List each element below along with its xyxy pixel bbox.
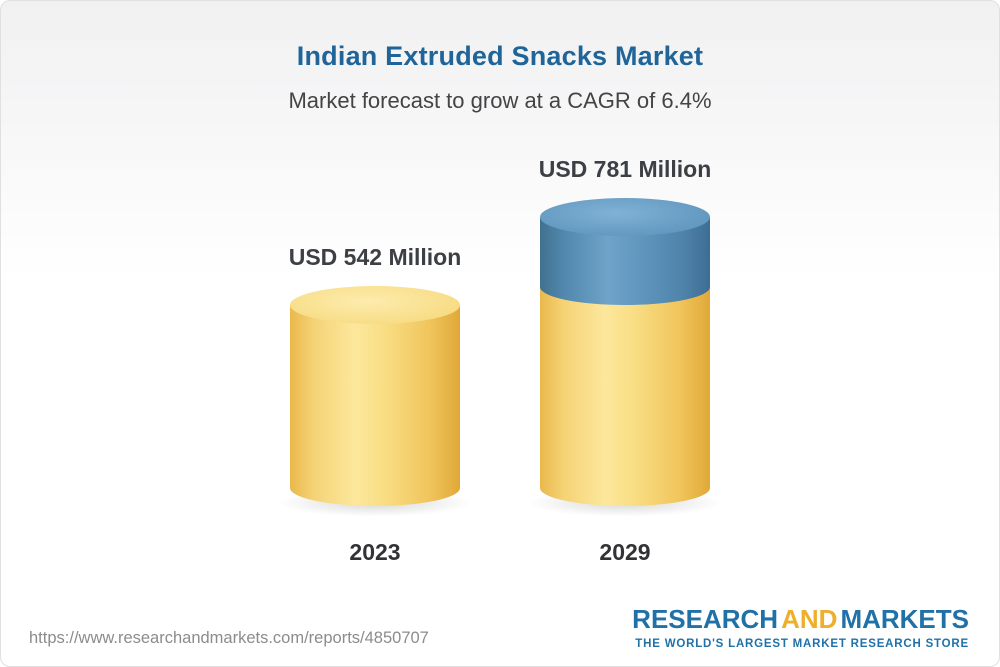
logo-word-markets: MARKETS: [840, 604, 969, 634]
header: Indian Extruded Snacks Market Market for…: [1, 1, 999, 114]
year-label-2029: 2029: [599, 539, 651, 565]
page-title: Indian Extruded Snacks Market: [296, 41, 704, 71]
cylinder-top-2023: [290, 286, 460, 325]
logo-tagline: THE WORLD'S LARGEST MARKET RESEARCH STOR…: [635, 638, 969, 650]
year-label-2023: 2023: [349, 539, 401, 565]
value-label-2029: USD 781 Million: [538, 156, 712, 183]
page-subtitle: Market forecast to grow at a CAGR of 6.4…: [288, 88, 712, 113]
report-url-link[interactable]: https://www.researchandmarkets.com/repor…: [29, 629, 429, 647]
chart-area: USD 542 Million 2023 USD 781 Million 202…: [1, 1, 999, 565]
logo-word-research: RESEARCH: [632, 604, 779, 634]
bar-2029-yellow-body: [540, 287, 710, 506]
cylinder-top-2029: [540, 198, 710, 237]
value-label-2023: USD 542 Million: [288, 244, 462, 271]
logo-word-and: AND: [781, 604, 838, 634]
cylinder-2023: [274, 286, 476, 517]
bar-group-2029: USD 781 Million 2029: [524, 156, 726, 565]
bar-2023-body: [290, 305, 460, 506]
bar-group-2023: USD 542 Million 2023: [274, 244, 476, 565]
logo-wordmark: RESEARCH AND MARKETS: [632, 604, 969, 635]
research-and-markets-logo: RESEARCH AND MARKETS THE WORLD'S LARGEST M…: [632, 604, 969, 650]
cylinder-2029: [524, 198, 726, 517]
